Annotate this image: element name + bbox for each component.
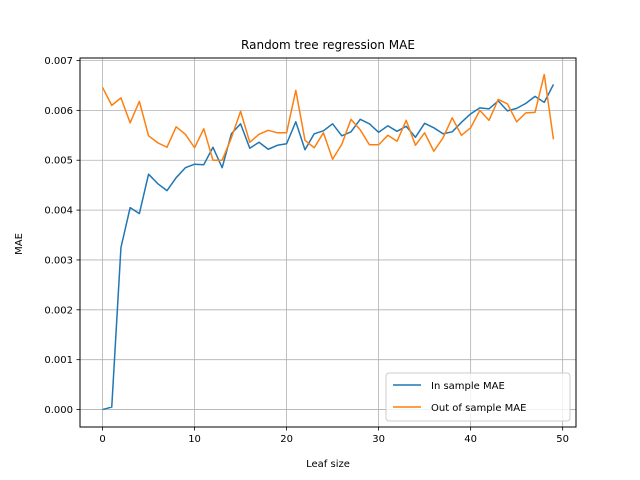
y-tick-label: 0.005 [44,156,73,167]
series-line-in-sample [102,84,555,411]
x-tick-label: 10 [188,434,201,445]
chart-title: Random tree regression MAE [241,38,415,52]
y-tick-label: 0.003 [44,255,73,266]
legend-box [385,372,571,422]
x-tick-label: 40 [464,434,477,445]
legend-label-in-sample: In sample MAE [431,381,505,392]
x-tick-label: 30 [372,434,385,445]
y-tick-label: 0.007 [44,56,73,67]
y-axis-ticks: 0.000 0.001 0.002 0.003 0.004 0.005 0.006 0.007 [44,56,80,416]
y-tick-label: 0.006 [44,106,73,117]
x-tick-label: 50 [556,434,569,445]
series-line-out-of-sample [101,73,555,161]
legend-label-out-of-sample: Out of sample MAE [431,403,526,414]
y-tick-label: 0.001 [44,355,73,366]
x-axis-label: Leaf size [306,459,350,470]
series-lines [101,73,555,411]
x-tick-label: 0 [99,434,105,445]
plot-frame [79,57,577,428]
legend: In sample MAE Out of sample MAE [385,372,571,422]
y-axis-label: MAE [14,233,25,255]
x-axis-ticks: 0 10 20 30 40 50 [99,427,569,445]
x-tick-label: 20 [280,434,293,445]
y-tick-label: 0.004 [44,206,73,217]
y-tick-label: 0.000 [44,405,73,416]
y-tick-label: 0.002 [44,305,73,316]
grid-lines [80,58,576,427]
